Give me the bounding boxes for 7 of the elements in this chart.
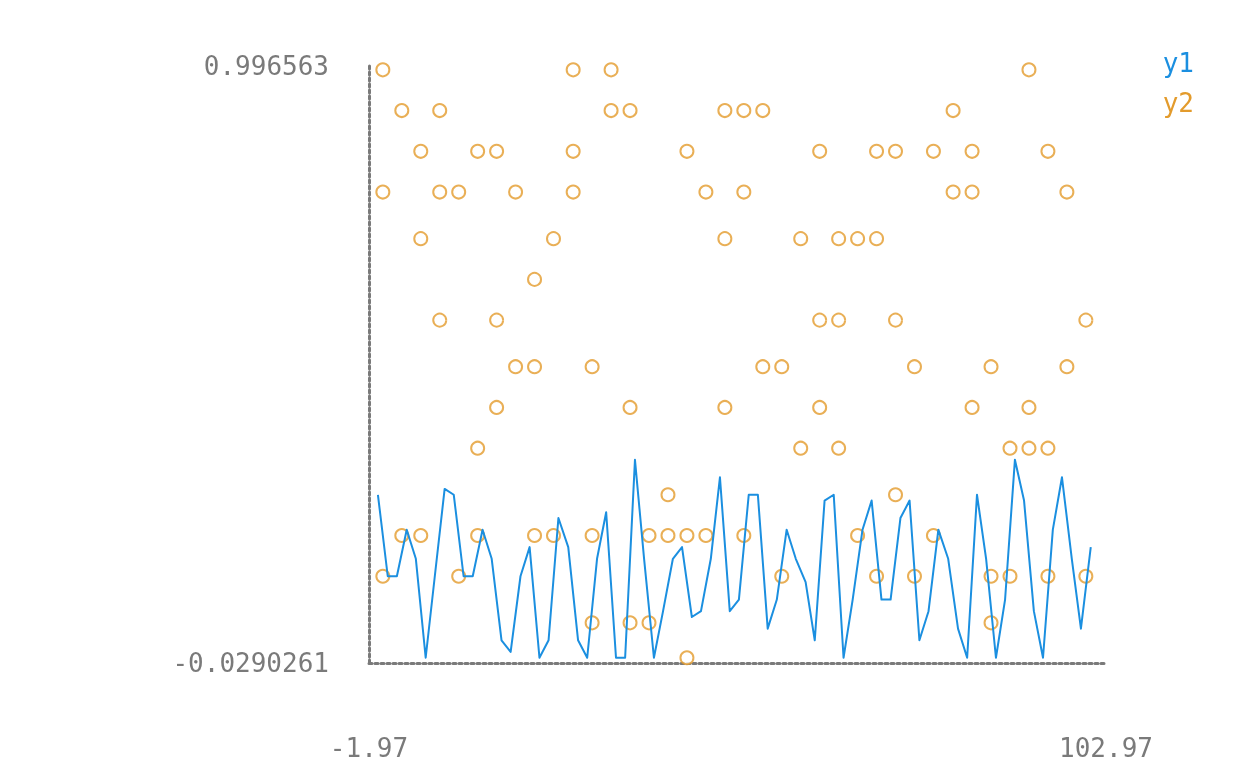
text: y1 (1162, 48, 1195, 78)
line-series (376, 458, 1092, 659)
text: y2 (1162, 88, 1195, 118)
x-tick-label: -1.97 (329, 733, 409, 763)
y-tick-label: 0.996563 (203, 51, 329, 81)
y-tick-label: -0.0290261 (172, 648, 329, 678)
x-tick-label: 102.97 (1059, 733, 1153, 763)
